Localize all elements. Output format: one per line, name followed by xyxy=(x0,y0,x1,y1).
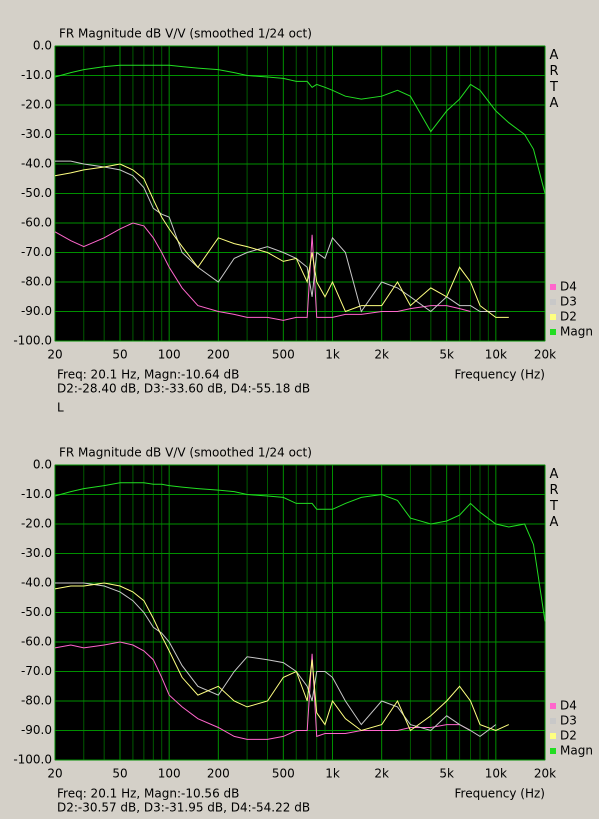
x-tick-label: 200 xyxy=(207,348,230,362)
info-text: L xyxy=(57,401,64,415)
watermark: ARTA xyxy=(547,467,562,531)
legend-label: D4 xyxy=(560,280,577,294)
x-tick-label: 100 xyxy=(158,767,181,781)
y-tick-label: -80.0 xyxy=(21,694,52,708)
chart-title: FR Magnitude dB V/V (smoothed 1/24 oct) xyxy=(59,27,312,41)
x-tick-label: 1k xyxy=(325,767,340,781)
x-tick-label: 20k xyxy=(534,767,556,781)
legend-label: D2 xyxy=(560,310,577,324)
x-tick-label: 1k xyxy=(325,348,340,362)
y-tick-label: -20.0 xyxy=(21,517,52,531)
y-tick-label: -30.0 xyxy=(21,127,52,141)
watermark: ARTA xyxy=(547,48,562,112)
legend-label: D3 xyxy=(560,714,577,728)
x-tick-label: 500 xyxy=(272,767,295,781)
series-line xyxy=(54,64,546,194)
y-tick-label: -50.0 xyxy=(21,186,52,200)
legend-swatch xyxy=(550,314,556,320)
y-tick-label: -10.0 xyxy=(21,68,52,82)
y-tick-label: -70.0 xyxy=(21,664,52,678)
y-tick-label: 0.0 xyxy=(33,39,52,53)
x-tick-label: 500 xyxy=(272,348,295,362)
info-text: Freq: 20.1 Hz, Magn:-10.64 dB xyxy=(57,368,239,382)
y-tick-label: -90.0 xyxy=(21,723,52,737)
legend-swatch xyxy=(550,703,556,709)
y-tick-label: -60.0 xyxy=(21,635,52,649)
info-text: D2:-28.40 dB, D3:-33.60 dB, D4:-55.18 dB xyxy=(57,382,310,396)
legend-swatch xyxy=(550,329,556,335)
x-tick-label: 20k xyxy=(534,348,556,362)
legend-label: Magn xyxy=(560,325,593,339)
y-tick-label: -80.0 xyxy=(21,275,52,289)
x-tick-label: 20 xyxy=(47,348,62,362)
legend-swatch xyxy=(550,748,556,754)
x-tick-label: 5k xyxy=(439,767,454,781)
y-tick-label: -30.0 xyxy=(21,546,52,560)
legend-swatch xyxy=(550,718,556,724)
x-tick-label: 50 xyxy=(112,767,127,781)
x-tick-label: 100 xyxy=(158,348,181,362)
x-axis-label: Frequency (Hz) xyxy=(455,787,546,801)
y-tick-label: -90.0 xyxy=(21,304,52,318)
y-tick-label: -100.0 xyxy=(13,753,52,767)
y-tick-label: -100.0 xyxy=(13,334,52,348)
series-line xyxy=(54,163,509,318)
series-line xyxy=(55,582,497,738)
y-tick-label: -40.0 xyxy=(21,157,52,171)
x-tick-label: 5k xyxy=(439,348,454,362)
x-tick-label: 10k xyxy=(485,767,507,781)
series-line xyxy=(54,222,471,321)
info-text: Freq: 20.1 Hz, Magn:-10.56 dB xyxy=(57,787,239,801)
chart-title: FR Magnitude dB V/V (smoothed 1/24 oct) xyxy=(59,446,312,460)
x-tick-label: 10k xyxy=(485,348,507,362)
legend-swatch xyxy=(550,299,556,305)
series-line xyxy=(54,641,471,740)
x-axis-label: Frequency (Hz) xyxy=(455,368,546,382)
legend-swatch xyxy=(550,284,556,290)
x-tick-label: 50 xyxy=(112,348,127,362)
legend-label: D3 xyxy=(560,295,577,309)
y-tick-label: -50.0 xyxy=(21,605,52,619)
y-tick-label: -20.0 xyxy=(21,98,52,112)
legend-swatch xyxy=(550,733,556,739)
legend-label: D4 xyxy=(560,699,577,713)
x-tick-label: 200 xyxy=(207,767,230,781)
series-line xyxy=(54,482,546,622)
y-tick-label: -40.0 xyxy=(21,576,52,590)
y-tick-label: -70.0 xyxy=(21,245,52,259)
y-tick-label: -60.0 xyxy=(21,216,52,230)
legend-label: Magn xyxy=(560,744,593,758)
series-line xyxy=(55,160,496,313)
y-tick-label: 0.0 xyxy=(33,458,52,472)
series-line xyxy=(54,582,510,732)
y-tick-label: -10.0 xyxy=(21,487,52,501)
legend-label: D2 xyxy=(560,729,577,743)
x-tick-label: 2k xyxy=(374,348,389,362)
x-tick-label: 20 xyxy=(47,767,62,781)
info-text: D2:-30.57 dB, D3:-31.95 dB, D4:-54.22 dB xyxy=(57,801,310,815)
x-tick-label: 2k xyxy=(374,767,389,781)
